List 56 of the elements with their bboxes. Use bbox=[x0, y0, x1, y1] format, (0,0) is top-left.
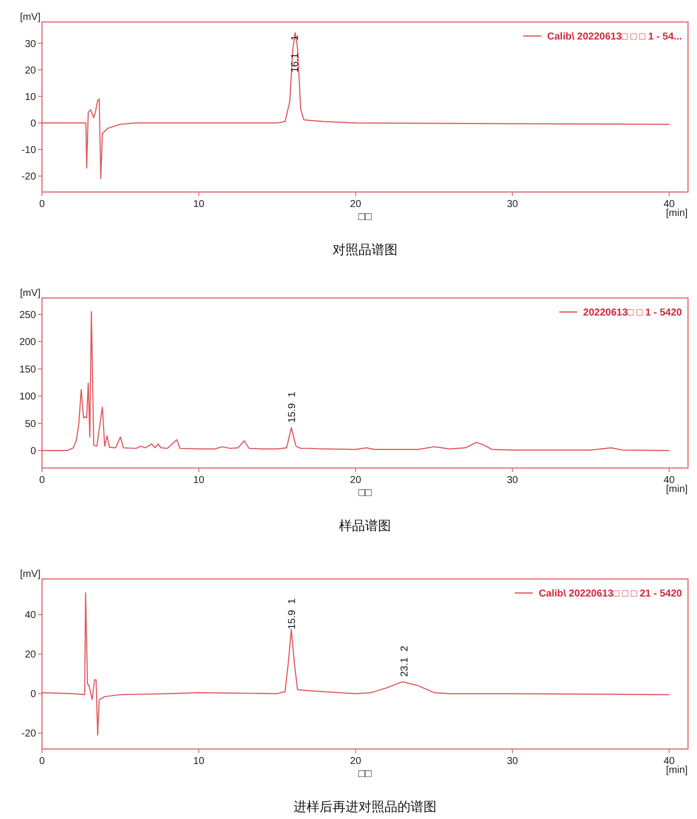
annotation: 1 bbox=[286, 391, 298, 398]
x-axis-title: □□ bbox=[358, 211, 372, 223]
annotation: 1 bbox=[286, 598, 298, 604]
x-tick-label: 30 bbox=[506, 756, 518, 767]
legend-label: 20220613□ □ 1 - 5420 bbox=[583, 308, 682, 318]
y-tick-label: 10 bbox=[24, 92, 36, 103]
text: [min] bbox=[666, 765, 688, 776]
y-axis-title: [mV] bbox=[20, 288, 41, 299]
text: [min] bbox=[666, 484, 688, 495]
annotation: 23.1 bbox=[400, 656, 411, 677]
y-tick-label: 20 bbox=[24, 650, 36, 661]
y-tick-label: 0 bbox=[30, 689, 36, 700]
y-tick-label: -10 bbox=[22, 145, 36, 156]
y-tick-label: 150 bbox=[19, 364, 36, 376]
y-tick-label: 50 bbox=[24, 418, 36, 430]
text: [min] bbox=[666, 208, 688, 219]
y-tick-label: -20 bbox=[22, 172, 36, 183]
y-tick-label: 0 bbox=[30, 446, 36, 458]
legend: Calib\ 20220613□ □ □ 21 - 5420 bbox=[514, 588, 682, 600]
text: 进样后再进对照品的谱图 bbox=[294, 799, 436, 814]
x-tick-label: 10 bbox=[193, 199, 205, 210]
x-tick-label: 0 bbox=[39, 756, 46, 767]
annotation: 15.9 bbox=[286, 402, 298, 423]
text: 对照品谱图 bbox=[332, 242, 398, 257]
legend-label: Calib\ 20220613□ □ □ 1 - 54... bbox=[547, 32, 682, 42]
text: 样品谱图 bbox=[339, 518, 391, 533]
x-tick-label: 30 bbox=[506, 199, 518, 210]
annotation: 2 bbox=[400, 645, 411, 652]
x-tick-label: 0 bbox=[39, 199, 46, 210]
y-axis-title: [mV] bbox=[20, 12, 41, 23]
y-tick-label: 0 bbox=[30, 118, 36, 130]
y-axis-title: [mV] bbox=[20, 569, 41, 580]
legend: 20220613□ □ 1 - 5420 bbox=[559, 308, 682, 318]
legend: Calib\ 20220613□ □ □ 1 - 54... bbox=[523, 32, 682, 42]
x-tick-label: 10 bbox=[193, 756, 205, 767]
y-tick-label: 250 bbox=[19, 310, 36, 321]
x-tick-label: 20 bbox=[350, 199, 362, 210]
annotation: 15.9 bbox=[286, 610, 298, 630]
y-tick-label: 40 bbox=[24, 610, 36, 622]
x-tick-label: 40 bbox=[664, 199, 676, 210]
y-tick-label: -20 bbox=[22, 728, 36, 740]
y-tick-label: 20 bbox=[24, 65, 36, 76]
x-tick-label: 20 bbox=[350, 475, 362, 486]
annotation: 16.1 bbox=[290, 52, 301, 72]
x-tick-label: 40 bbox=[664, 475, 676, 486]
annotation: 1 bbox=[290, 34, 301, 41]
x-tick-label: 30 bbox=[506, 475, 518, 486]
y-tick-label: 30 bbox=[24, 38, 36, 50]
x-axis-title: □□ bbox=[358, 487, 372, 499]
x-tick-label: 10 bbox=[193, 475, 205, 486]
x-tick-label: 40 bbox=[664, 756, 676, 767]
x-axis-title: □□ bbox=[358, 768, 372, 780]
x-tick-label: 0 bbox=[39, 475, 46, 486]
x-tick-label: 20 bbox=[350, 756, 362, 767]
y-tick-label: 100 bbox=[19, 392, 36, 403]
y-tick-label: 200 bbox=[19, 337, 36, 348]
